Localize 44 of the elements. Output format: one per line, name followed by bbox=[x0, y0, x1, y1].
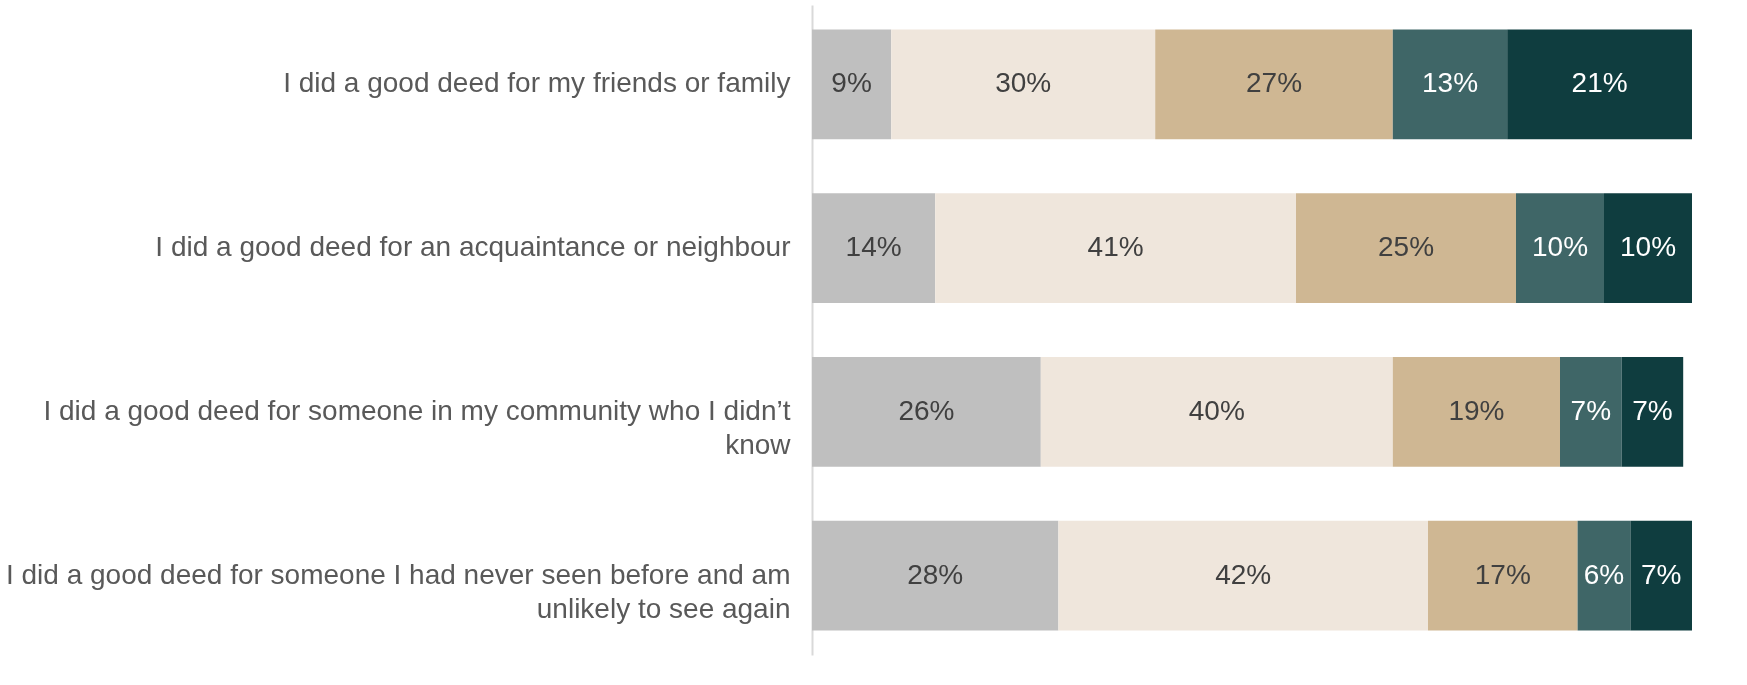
data-label: 41% bbox=[1087, 231, 1144, 263]
bar bbox=[812, 520, 1059, 631]
bar bbox=[812, 193, 936, 303]
data-label: 19% bbox=[1448, 394, 1505, 426]
bar bbox=[1621, 357, 1684, 467]
data-label: 7% bbox=[1640, 558, 1682, 590]
bar bbox=[1040, 357, 1393, 467]
bar bbox=[1058, 520, 1428, 631]
data-label: 7% bbox=[1632, 394, 1673, 426]
bar bbox=[1392, 357, 1560, 467]
bar bbox=[891, 29, 1156, 140]
data-label: 9% bbox=[831, 67, 872, 99]
data-label: 6% bbox=[1583, 558, 1625, 590]
data-label: 26% bbox=[898, 394, 955, 426]
data-label: 40% bbox=[1188, 394, 1245, 426]
data-label: 28% bbox=[907, 558, 964, 590]
bar bbox=[1296, 193, 1516, 303]
bar bbox=[1428, 520, 1578, 631]
data-label: 10% bbox=[1531, 231, 1589, 263]
bar bbox=[812, 29, 892, 140]
bar bbox=[1630, 520, 1692, 631]
bar bbox=[1392, 29, 1508, 140]
y-tick-label: I did a good deed for someone I had never seen before and am unlikely to see again bbox=[5, 558, 791, 624]
data-label: 21% bbox=[1571, 67, 1628, 99]
data-label: 14% bbox=[845, 231, 902, 263]
data-label: 30% bbox=[995, 67, 1052, 99]
y-tick-label: I did a good deed for my friends or family bbox=[283, 67, 791, 99]
bar bbox=[1577, 520, 1631, 631]
bar bbox=[1516, 193, 1604, 303]
bar bbox=[1604, 193, 1692, 303]
bar bbox=[935, 193, 1296, 303]
y-tick-label: I did a good deed for someone in my community who I didn’t know bbox=[43, 394, 792, 460]
y-tick-label: I did a good deed for an acquaintance or neighbour bbox=[155, 231, 791, 263]
data-label: 42% bbox=[1215, 558, 1272, 590]
data-label: 17% bbox=[1474, 558, 1531, 590]
bar bbox=[1155, 29, 1393, 140]
data-label: 25% bbox=[1377, 231, 1435, 263]
bar bbox=[812, 357, 1041, 467]
data-label: 10% bbox=[1619, 231, 1677, 263]
bar bbox=[1507, 29, 1692, 140]
data-label: 13% bbox=[1421, 67, 1479, 99]
bar bbox=[1560, 357, 1622, 467]
data-label: 27% bbox=[1245, 67, 1303, 99]
data-label: 7% bbox=[1570, 394, 1612, 426]
